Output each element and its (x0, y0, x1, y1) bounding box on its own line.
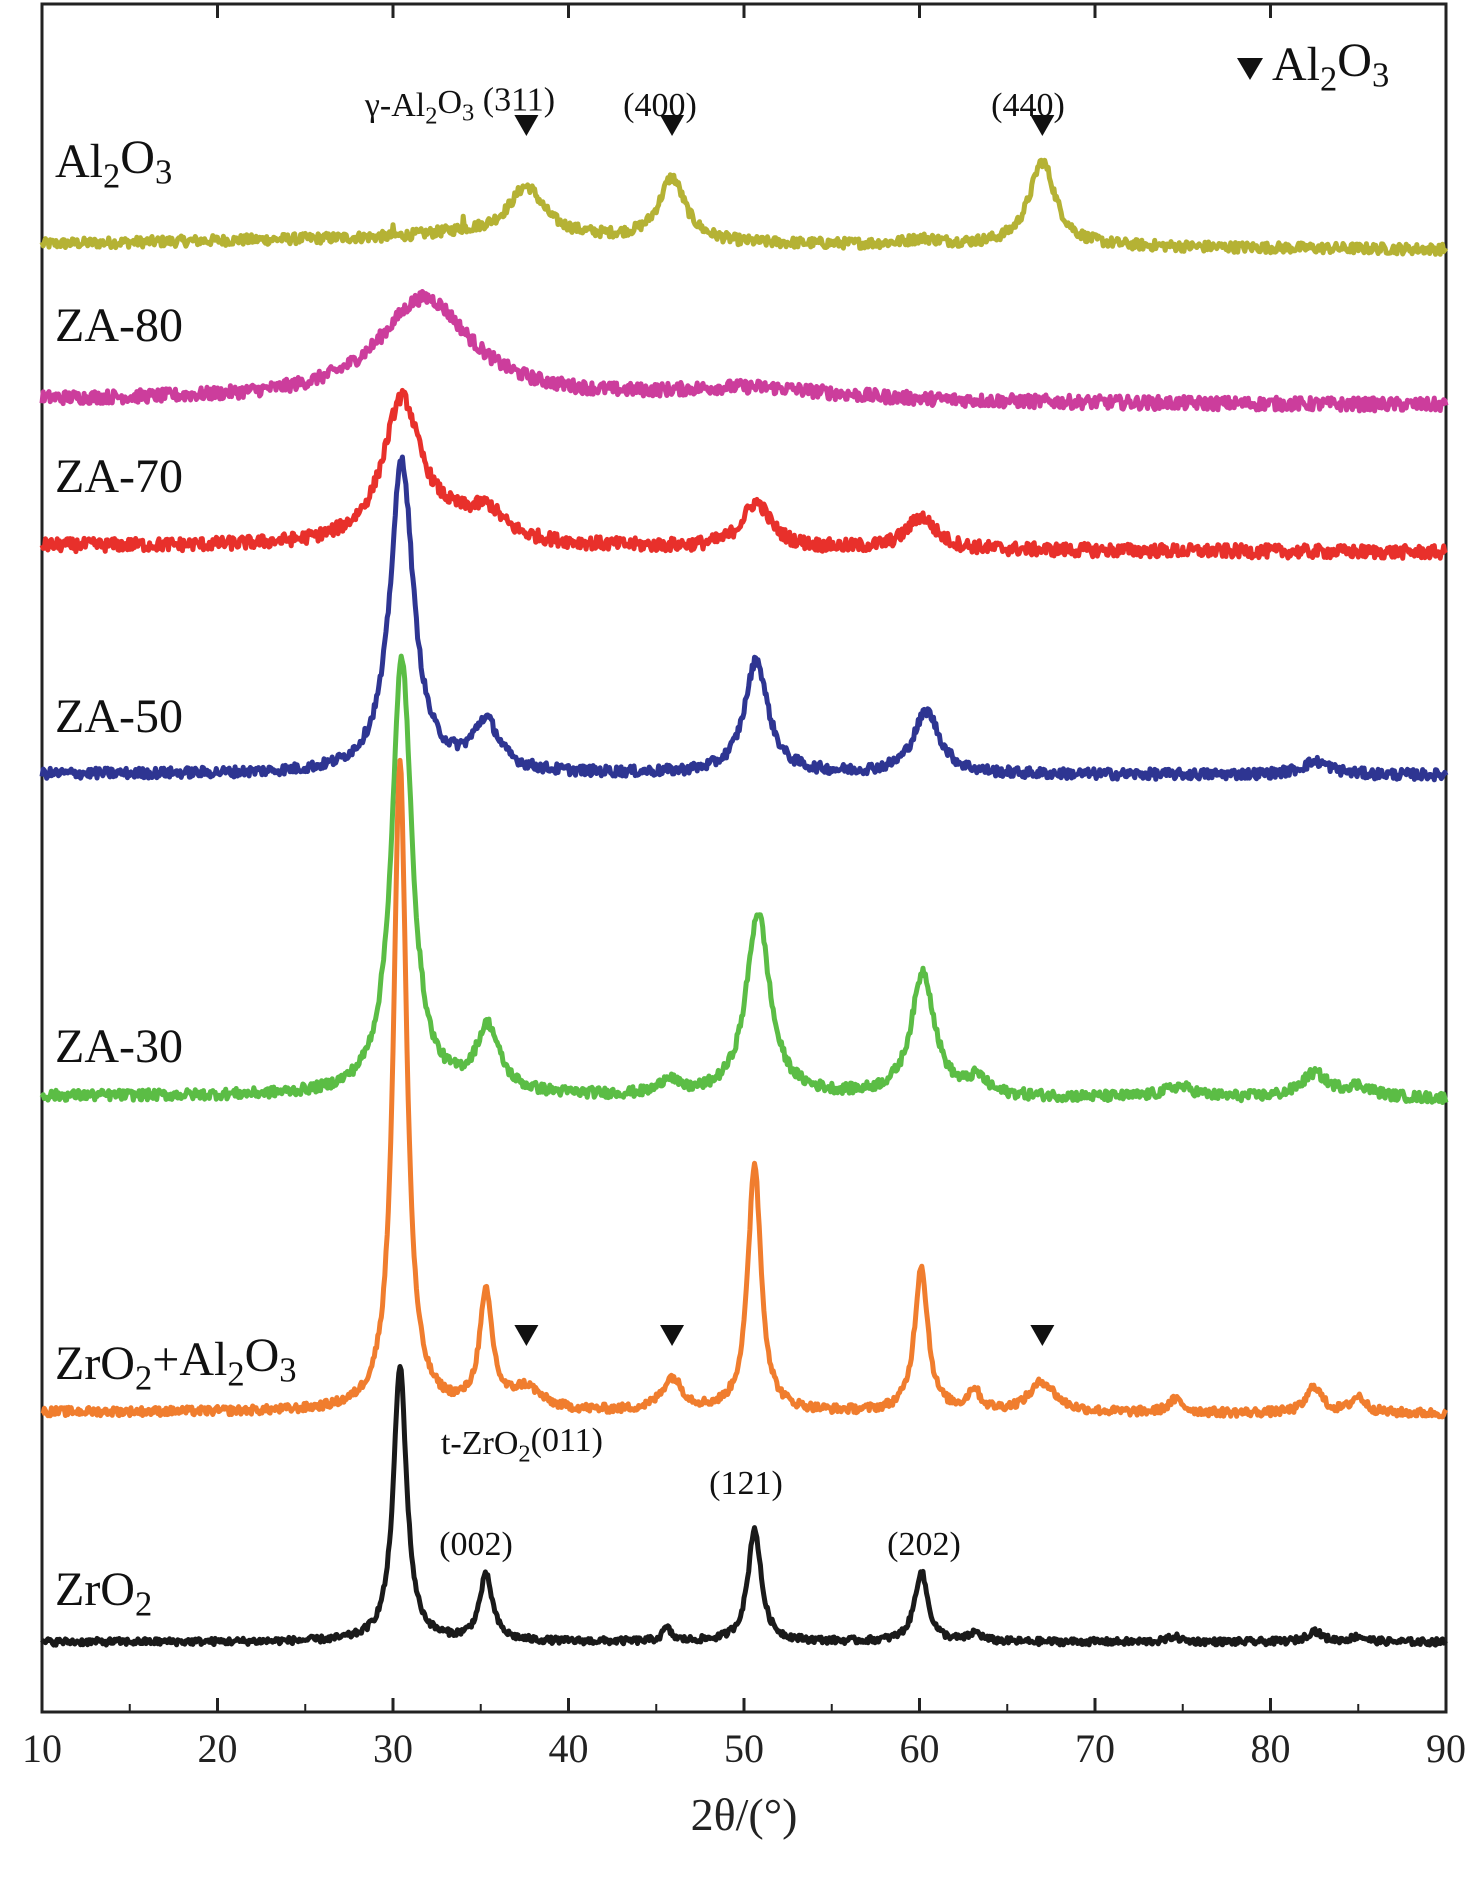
triangle-marker-zro2-al2o3 (514, 1325, 539, 1346)
series-line-za-70 (39, 387, 1448, 561)
plot-frame (40, 2, 1448, 1714)
x-tick-label: 90 (1426, 1726, 1466, 1771)
x-tick-label: 10 (22, 1726, 62, 1771)
x-tick-label: 30 (373, 1726, 413, 1771)
series-label-zro2-al2o3: ZrO2+Al2O3 (55, 1329, 297, 1397)
x-tick-label: 50 (724, 1726, 764, 1771)
series-label-zro2: ZrO2 (55, 1563, 152, 1623)
legend-triangle-icon (1237, 58, 1263, 80)
series-label-za-80: ZA-80 (55, 299, 183, 352)
series-line-za-80 (39, 289, 1449, 414)
series-label-za-30: ZA-30 (55, 1020, 183, 1073)
x-tick-label: 20 (198, 1726, 238, 1771)
annotation-t-zro2-011-: t-ZrO2(011) (441, 1422, 603, 1467)
triangle-marker-al2o3 (1030, 115, 1055, 136)
annotation--440-: (440) (991, 87, 1065, 124)
series-line-za-30 (39, 653, 1449, 1105)
series-line-zro2 (40, 1364, 1448, 1648)
x-tick-label: 70 (1075, 1726, 1115, 1771)
annotation--121-: (121) (709, 1465, 783, 1502)
annotation--400-: (400) (623, 87, 697, 124)
triangle-marker-zro2-al2o3 (660, 1325, 685, 1346)
series-line-zro2-al2o3 (40, 757, 1449, 1420)
annotation--002-: (002) (439, 1526, 513, 1563)
x-tick-label: 60 (900, 1726, 940, 1771)
series-label-za-50: ZA-50 (55, 690, 183, 743)
triangle-marker-zro2-al2o3 (1030, 1325, 1055, 1346)
series-line-al2o3 (39, 157, 1449, 257)
legend-label: Al2O3 (1272, 34, 1389, 98)
x-axis-label: 2θ/(°) (691, 1789, 798, 1840)
triangle-marker-al2o3 (514, 115, 539, 136)
x-tick-label: 40 (549, 1726, 589, 1771)
annotation--al2o3-311-: γ-Al2O3 (311) (364, 81, 555, 129)
series-label-za-70: ZA-70 (55, 450, 183, 503)
series-line-za-50 (39, 454, 1449, 783)
series-label-al2o3: Al2O3 (55, 131, 172, 195)
triangle-marker-al2o3 (660, 115, 685, 136)
annotation--202-: (202) (887, 1526, 961, 1563)
x-tick-label: 80 (1251, 1726, 1291, 1771)
